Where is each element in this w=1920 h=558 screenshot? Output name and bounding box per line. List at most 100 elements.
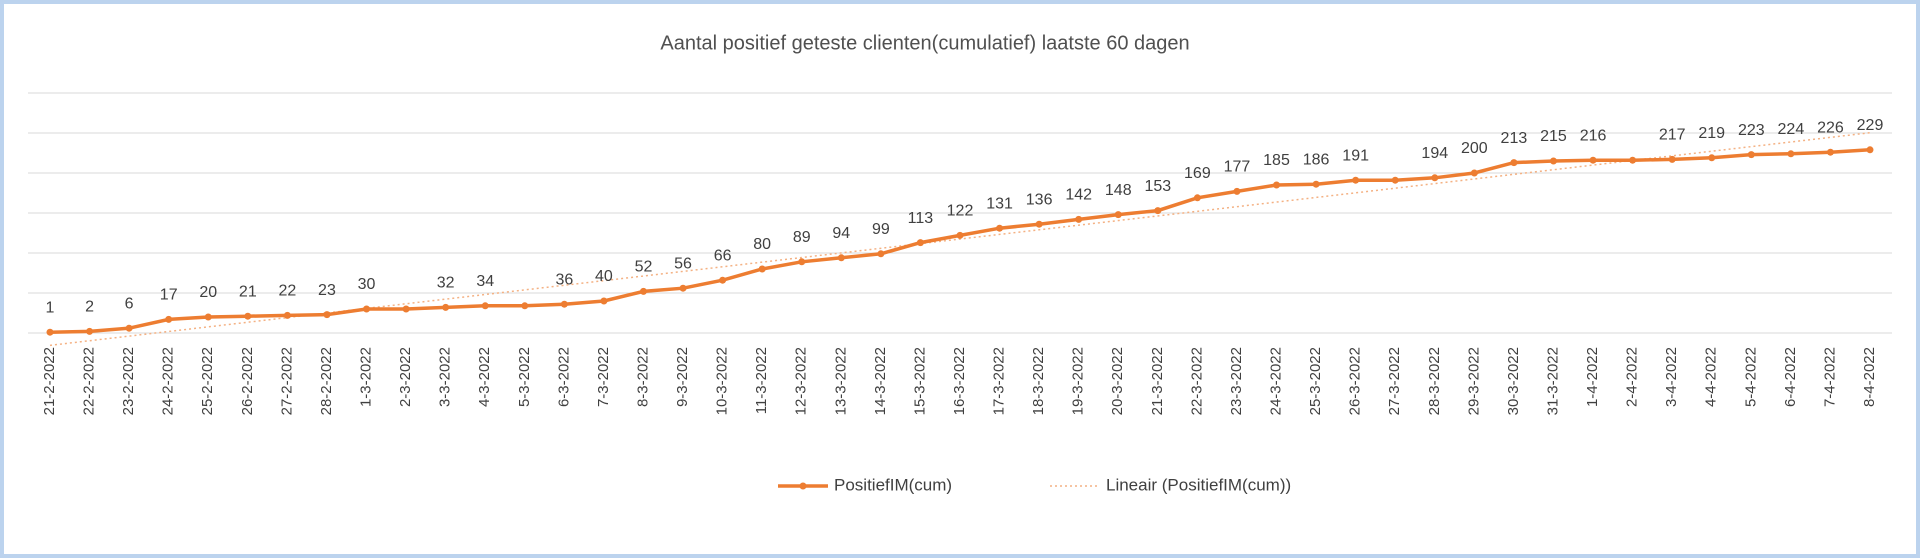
- data-label: 186: [1303, 151, 1330, 168]
- data-label: 224: [1778, 121, 1805, 138]
- data-label: 213: [1501, 130, 1528, 147]
- data-point: [1114, 211, 1122, 219]
- data-point: [1549, 157, 1557, 165]
- data-label: 94: [832, 225, 850, 242]
- data-label: 113: [908, 210, 934, 227]
- data-point: [244, 312, 252, 320]
- data-point: [165, 315, 173, 323]
- x-tick-label: 26-2-2022: [239, 347, 256, 415]
- x-tick-label: 24-2-2022: [160, 347, 177, 415]
- data-point: [679, 284, 687, 292]
- data-point: [600, 297, 608, 305]
- data-point: [1629, 156, 1637, 164]
- data-point: [402, 305, 410, 313]
- data-point: [560, 300, 568, 308]
- data-label: 153: [1144, 178, 1171, 195]
- data-point: [719, 276, 727, 284]
- x-tick-label: 6-4-2022: [1782, 347, 1799, 407]
- x-tick-label: 28-2-2022: [318, 347, 335, 415]
- data-label: 194: [1421, 145, 1448, 162]
- data-label: 217: [1659, 127, 1686, 144]
- data-point: [1391, 176, 1399, 184]
- data-point: [1787, 150, 1795, 158]
- data-label: 30: [358, 276, 376, 293]
- data-point: [996, 224, 1004, 232]
- x-tick-label: 27-3-2022: [1386, 347, 1403, 415]
- data-label: 56: [674, 255, 692, 272]
- data-point: [1233, 187, 1241, 195]
- data-point: [956, 231, 964, 239]
- data-label: 21: [239, 283, 257, 300]
- data-label: 177: [1224, 159, 1251, 176]
- data-label: 6: [125, 295, 134, 312]
- data-point: [1747, 151, 1755, 159]
- data-point: [1470, 169, 1478, 177]
- x-tick-label: 19-3-2022: [1070, 347, 1087, 415]
- x-tick-label: 25-2-2022: [199, 347, 216, 415]
- data-label: 89: [793, 229, 811, 246]
- data-point: [323, 311, 331, 319]
- data-label: 136: [1026, 191, 1053, 208]
- data-point: [86, 327, 94, 335]
- x-tick-label: 4-3-2022: [476, 347, 493, 407]
- legend-label: Lineair (PositiefIM(cum)): [1106, 475, 1291, 494]
- data-point: [1510, 159, 1518, 167]
- x-tick-label: 12-3-2022: [793, 347, 810, 415]
- data-label: 80: [753, 236, 771, 253]
- x-tick-label: 21-2-2022: [41, 347, 58, 415]
- data-label: 36: [555, 271, 573, 288]
- data-label: 32: [437, 275, 455, 292]
- data-point: [1668, 155, 1676, 163]
- x-tick-label: 3-4-2022: [1663, 347, 1680, 407]
- data-label: 66: [714, 247, 732, 264]
- x-tick-label: 4-4-2022: [1703, 347, 1720, 407]
- data-label: 148: [1105, 182, 1132, 199]
- x-tick-label: 20-3-2022: [1109, 347, 1126, 415]
- x-tick-label: 9-3-2022: [674, 347, 691, 407]
- x-tick-label: 14-3-2022: [872, 347, 889, 415]
- x-tick-label: 8-4-2022: [1861, 347, 1878, 407]
- data-point: [837, 254, 845, 262]
- data-label: 223: [1738, 122, 1765, 139]
- x-tick-label: 28-3-2022: [1426, 347, 1443, 415]
- x-tick-label: 30-3-2022: [1505, 347, 1522, 415]
- x-tick-label: 21-3-2022: [1149, 347, 1166, 415]
- x-tick-label: 7-4-2022: [1821, 347, 1838, 407]
- data-point: [1708, 154, 1716, 162]
- legend-marker: [799, 482, 807, 490]
- x-tick-label: 13-3-2022: [832, 347, 849, 415]
- data-point: [1826, 148, 1834, 156]
- data-label: 1: [46, 299, 55, 316]
- data-label: 99: [872, 221, 890, 238]
- data-point: [442, 303, 450, 311]
- x-tick-label: 22-2-2022: [81, 347, 98, 415]
- x-tick-label: 11-3-2022: [753, 347, 770, 414]
- data-label: 22: [278, 283, 296, 300]
- x-tick-label: 16-3-2022: [951, 347, 968, 415]
- data-label: 131: [986, 195, 1013, 212]
- chart-title: Aantal positief geteste clienten(cumulat…: [660, 32, 1189, 54]
- data-label: 52: [635, 259, 653, 276]
- data-point: [1866, 146, 1874, 154]
- data-label: 229: [1857, 117, 1884, 134]
- data-point: [798, 258, 806, 266]
- x-tick-label: 26-3-2022: [1347, 347, 1364, 415]
- data-label: 219: [1698, 125, 1725, 142]
- data-point: [283, 311, 291, 319]
- data-point: [639, 287, 647, 295]
- data-point: [758, 265, 766, 273]
- data-point: [1352, 176, 1360, 184]
- data-label: 17: [160, 287, 178, 304]
- x-tick-label: 15-3-2022: [911, 347, 928, 415]
- x-tick-label: 2-3-2022: [397, 347, 414, 407]
- data-label: 215: [1540, 128, 1567, 145]
- data-point: [46, 328, 54, 336]
- x-tick-label: 7-3-2022: [595, 347, 612, 407]
- data-point: [1154, 207, 1162, 215]
- data-label: 185: [1263, 152, 1290, 169]
- data-point: [1075, 215, 1083, 223]
- x-tick-label: 1-3-2022: [357, 347, 374, 407]
- x-tick-label: 25-3-2022: [1307, 347, 1324, 415]
- data-label: 2: [85, 299, 94, 316]
